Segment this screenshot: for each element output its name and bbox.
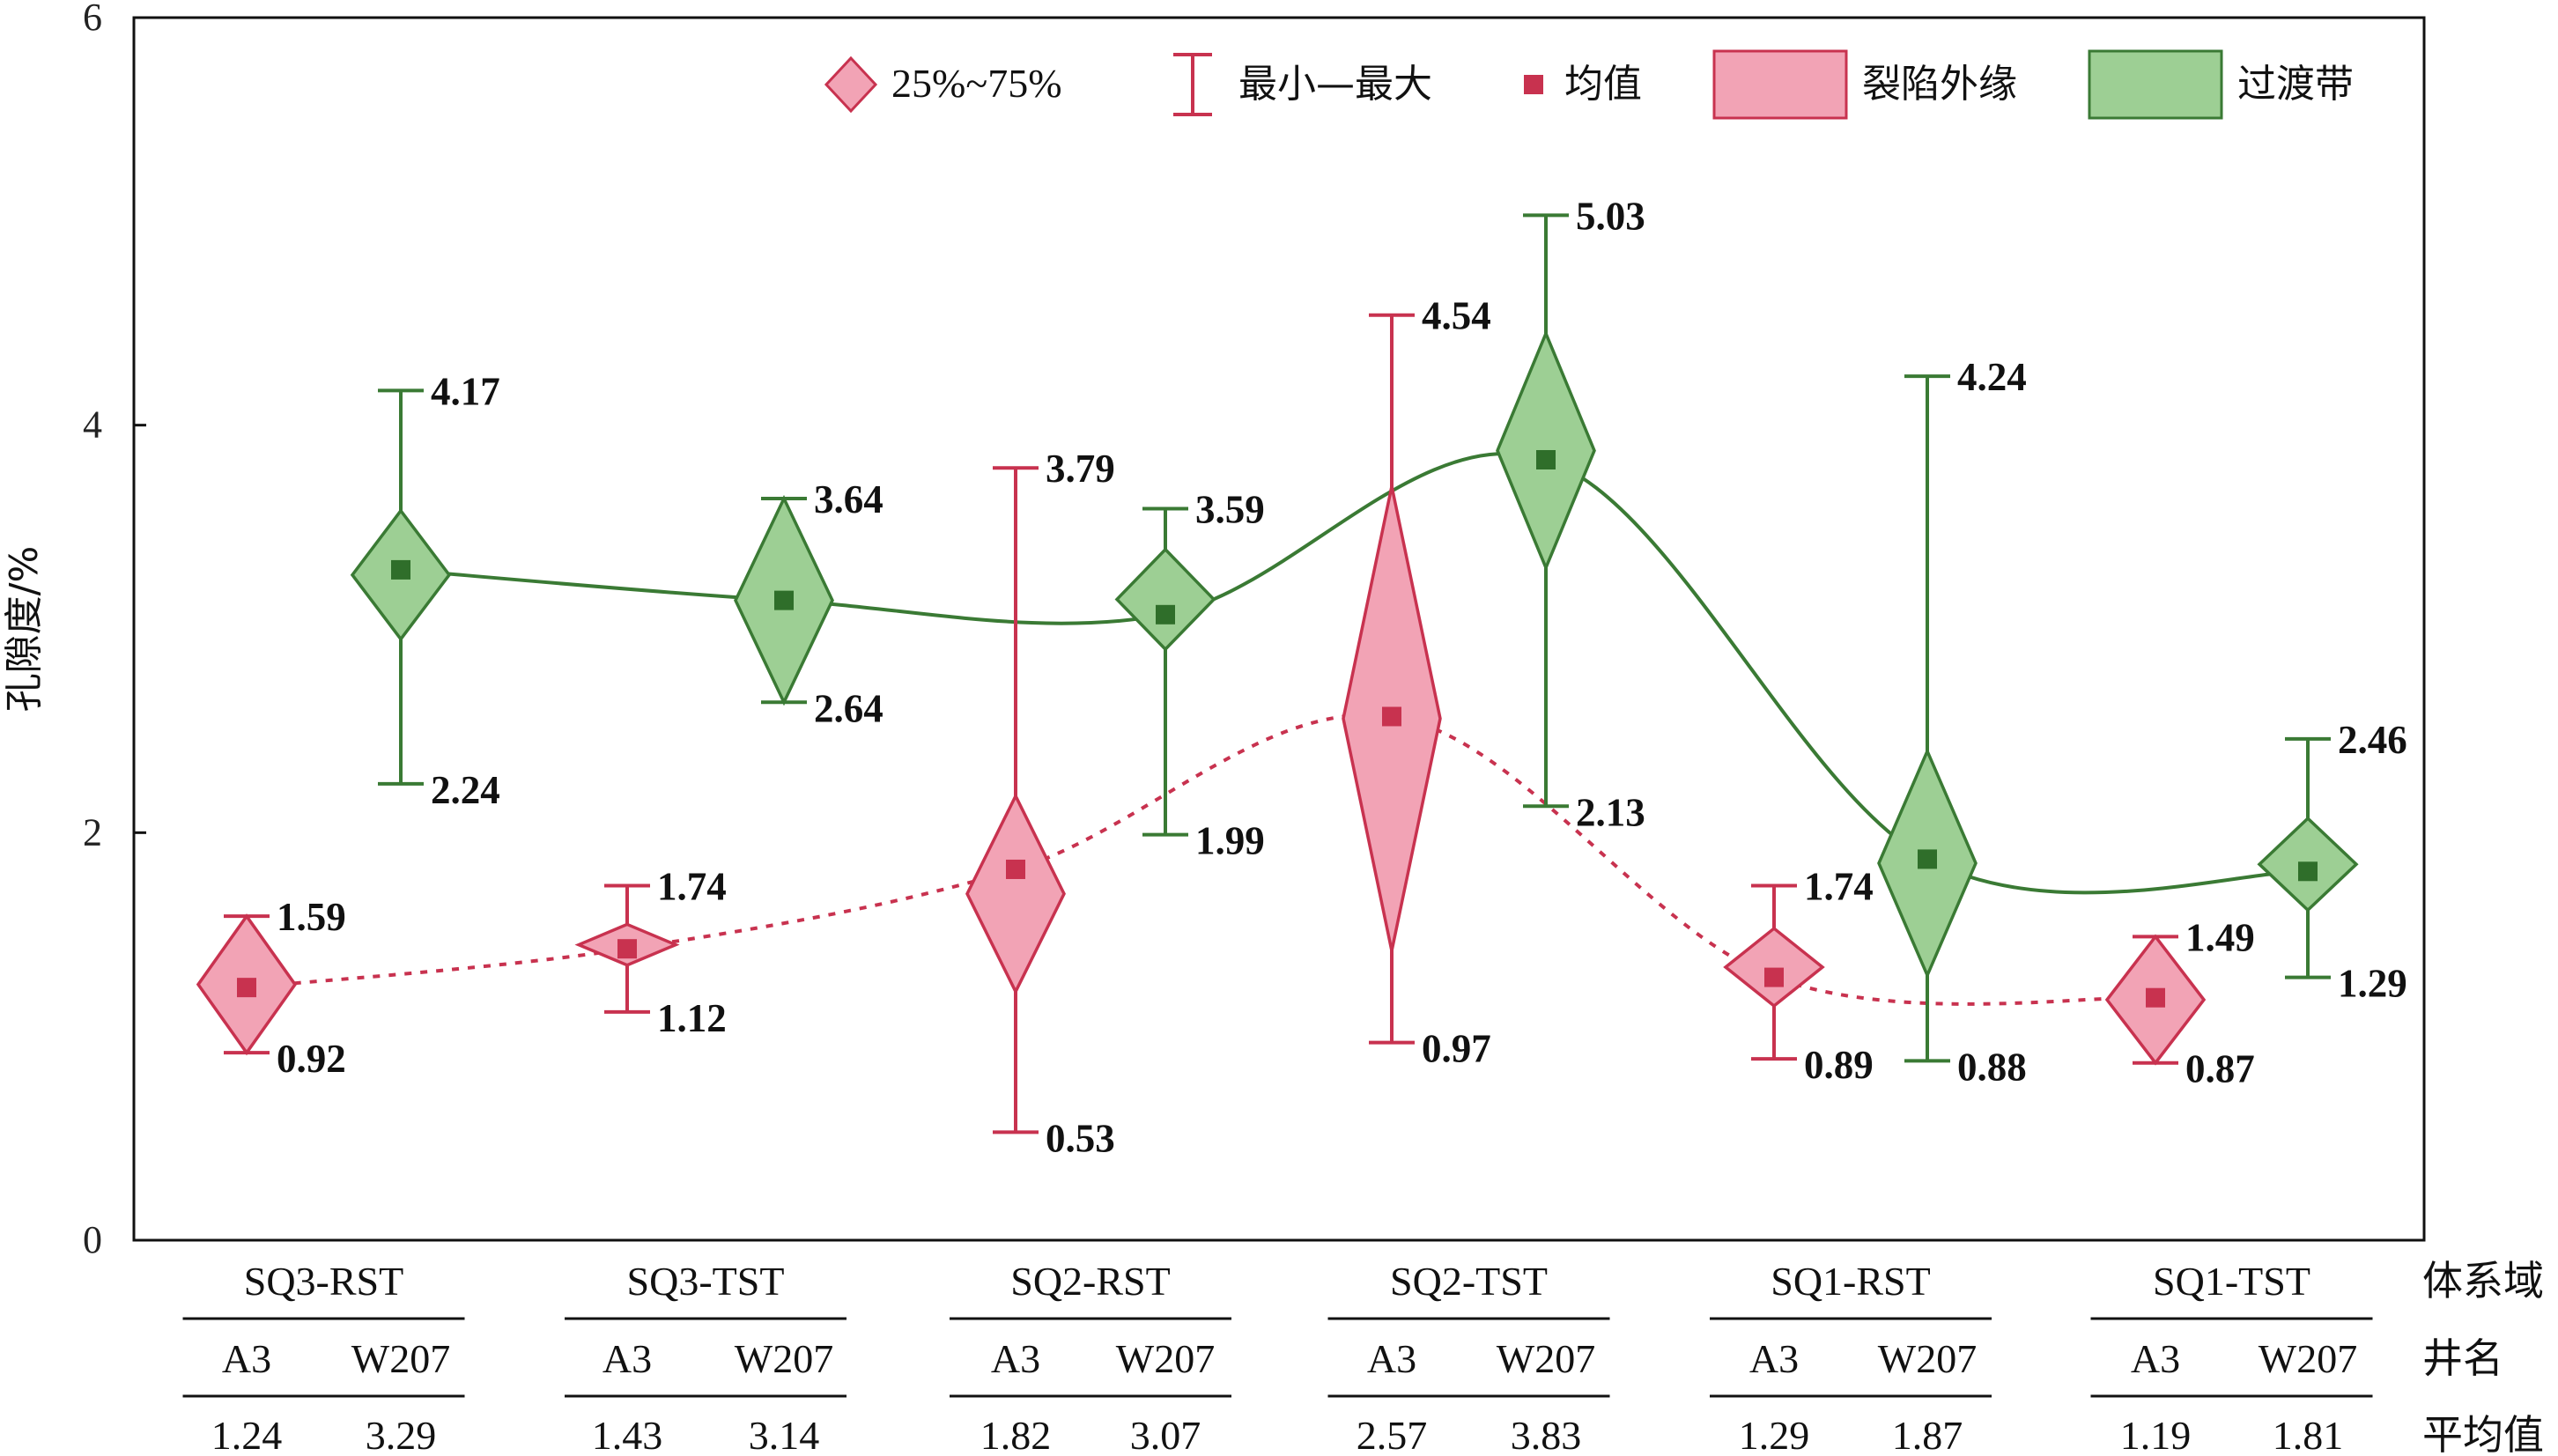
min-value-label: 2.24 (431, 768, 500, 812)
mean-value: 3.07 (1130, 1413, 1201, 1456)
mean-marker (1764, 967, 1784, 987)
min-value-label: 2.64 (814, 686, 883, 730)
well-name: A3 (222, 1336, 271, 1381)
category-label: SQ2-TST (1390, 1259, 1548, 1304)
legend-series-label: 裂陷外缘 (1862, 62, 2017, 107)
max-value-label: 3.59 (1195, 488, 1265, 532)
well-name: W207 (1878, 1336, 1977, 1381)
category-label: SQ2-RST (1010, 1259, 1170, 1304)
y-tick-label: 4 (83, 403, 102, 447)
well-name: W207 (1116, 1336, 1215, 1381)
axes: 0 2 4 6 孔隙度/% (2, 0, 2426, 1261)
y-tick-label: 6 (83, 0, 102, 39)
mean-marker (2298, 861, 2318, 882)
mean-marker (237, 978, 256, 998)
mean-value: 2.57 (1357, 1413, 1428, 1456)
table-row-label: 平均值 (2422, 1411, 2544, 1456)
min-value-label: 1.12 (657, 996, 727, 1040)
well-name: W207 (735, 1336, 833, 1381)
min-value-label: 0.88 (1957, 1045, 2027, 1089)
y-tick-label: 2 (83, 810, 102, 854)
mean-value: 3.29 (366, 1413, 437, 1456)
legend-whisker-label: 最小—最大 (1238, 62, 1432, 107)
min-value-label: 0.87 (2185, 1047, 2255, 1091)
well-name: W207 (351, 1336, 450, 1381)
category-label: SQ3-RST (244, 1259, 403, 1304)
legend-box-symbol (824, 55, 878, 114)
category-table: SQ3-RST A3 W207 1.24 3.29 SQ3-TST A3 W207 1.43 3.… (182, 1257, 2544, 1456)
mean-marker (2146, 987, 2165, 1008)
min-value-label: 2.13 (1576, 790, 1645, 834)
well-name: A3 (2131, 1336, 2180, 1381)
category-label: SQ1-RST (1771, 1259, 1930, 1304)
mean-value: 1.29 (1739, 1413, 1810, 1456)
mean-value: 3.14 (749, 1413, 820, 1456)
legend-series-label: 过渡带 (2237, 62, 2354, 107)
well-name: W207 (1497, 1336, 1595, 1381)
well-name: A3 (603, 1336, 652, 1381)
table-row-label: 井名 (2422, 1334, 2503, 1382)
mean-value: 1.19 (2120, 1413, 2192, 1456)
legend-swatch-rift-margin (1712, 49, 1848, 120)
min-value-label: 1.29 (2338, 962, 2407, 1006)
mean-value: 1.82 (980, 1413, 1052, 1456)
mean-marker (391, 559, 410, 580)
min-value-label: 1.99 (1195, 819, 1265, 863)
max-value-label: 1.49 (2185, 915, 2255, 959)
well-name: A3 (991, 1336, 1040, 1381)
iqr-diamond (965, 792, 1066, 995)
max-value-label: 1.74 (657, 864, 727, 908)
mean-marker (617, 939, 637, 959)
mean-value: 1.24 (211, 1413, 283, 1456)
mean-value: 1.43 (592, 1413, 663, 1456)
mean-marker (1382, 706, 1401, 727)
iqr-diamond (1114, 547, 1216, 652)
well-name: A3 (1367, 1336, 1416, 1381)
plot-frame (132, 16, 2426, 1242)
legend: 25%~75% 最小—最大 均值 裂陷外缘 过渡带 (824, 49, 2354, 120)
mean-marker (1918, 849, 1937, 869)
category-label: SQ3-TST (627, 1259, 785, 1304)
mean-marker (1536, 449, 1556, 469)
value-labels: 1.59 0.92 1.74 1.12 3.79 0.53 4.54 0.97 1.74 0.89… (277, 194, 2407, 1160)
category-label: SQ1-TST (2153, 1259, 2310, 1304)
mean-marker (1156, 604, 1175, 625)
legend-swatch-transition-zone (2088, 49, 2223, 120)
max-value-label: 4.24 (1957, 355, 2027, 399)
mean-marker (774, 590, 794, 610)
box-marks (196, 213, 2359, 1134)
max-value-label: 3.79 (1046, 447, 1115, 491)
max-value-label: 3.64 (814, 477, 883, 521)
well-name: A3 (1749, 1336, 1799, 1381)
mean-marker (1006, 859, 1025, 879)
legend-mean-symbol (1524, 75, 1543, 94)
max-value-label: 1.74 (1804, 864, 1874, 908)
legend-box-label: 25%~75% (891, 61, 1062, 106)
well-name: W207 (2259, 1336, 2357, 1381)
max-value-label: 5.03 (1576, 194, 1645, 238)
table-row-label: 体系域 (2422, 1257, 2544, 1304)
min-value-label: 0.92 (277, 1037, 346, 1081)
mean-value: 1.87 (1892, 1413, 1963, 1456)
min-value-label: 0.53 (1046, 1116, 1115, 1160)
mean-value: 1.81 (2273, 1413, 2344, 1456)
max-value-label: 4.54 (1422, 294, 1491, 338)
mean-value: 3.83 (1511, 1413, 1582, 1456)
y-tick-label: 0 (83, 1218, 102, 1261)
trend-curves (246, 452, 2309, 1006)
max-value-label: 2.46 (2338, 718, 2407, 762)
min-value-label: 0.89 (1804, 1043, 1874, 1087)
iqr-diamond (1723, 926, 1825, 1009)
min-value-label: 0.97 (1422, 1027, 1491, 1071)
max-value-label: 4.17 (431, 369, 500, 413)
max-value-label: 1.59 (277, 895, 346, 939)
y-axis-label: 孔隙度/% (2, 546, 47, 713)
legend-mean-label: 均值 (1564, 62, 1642, 107)
